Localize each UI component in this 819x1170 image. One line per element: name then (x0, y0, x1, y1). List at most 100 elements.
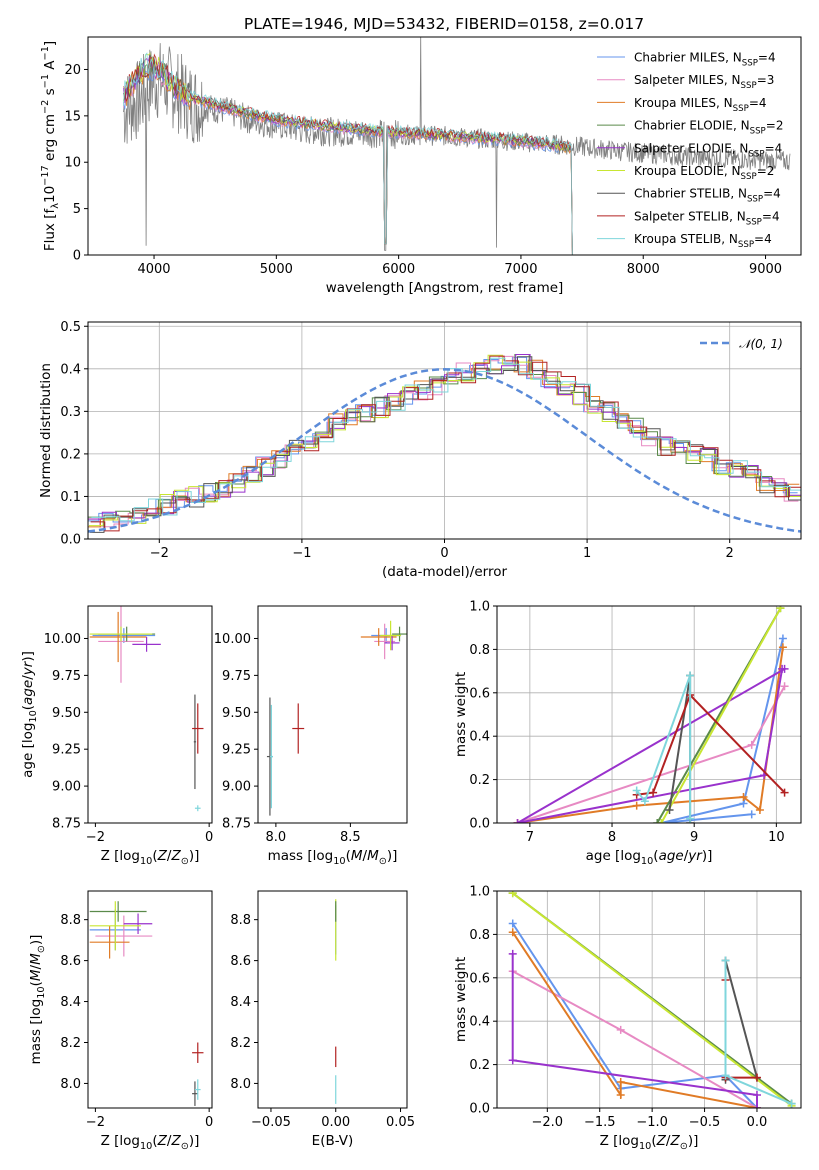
x-tick-label: 0 (205, 830, 213, 845)
y-tick-label: 9.00 (52, 780, 81, 795)
x-tick-label: 8.5 (340, 830, 361, 845)
weight-marker (632, 786, 641, 795)
weight-marker (747, 740, 756, 749)
y-tick-label: 0.2 (469, 773, 490, 788)
y-tick-label: 0.0 (60, 533, 81, 548)
legend-label: Kroupa ELODIE, NSSP=2 (634, 164, 774, 182)
x-tick-label: 5000 (260, 262, 293, 277)
weight-marker (508, 919, 517, 928)
x-tick-label: −2 (86, 1115, 105, 1130)
y-tick-label: 8.6 (60, 954, 81, 969)
weight-marker (776, 606, 785, 613)
model-spectrum-line (123, 54, 573, 255)
y-tick-label: 10.00 (44, 632, 81, 647)
weight-marker (616, 1025, 625, 1034)
x-axis-label: mass [log10(M/M⊙)] (268, 848, 398, 867)
x-tick-label: −0.05 (251, 1115, 291, 1130)
chart-age_vs_mass: 8.0 8.5 8.75 9.00 9.25 9.50 9.75 10.00 mass [log… (214, 605, 408, 867)
weight-marker (665, 805, 674, 814)
weight-marker (640, 797, 649, 806)
weight-marker (513, 819, 522, 823)
x-axis-label: age [log10(age/yr)] (586, 848, 713, 867)
weight-line (511, 953, 758, 1108)
axes-frame (87, 890, 213, 1109)
y-tick-label: 8.4 (60, 995, 81, 1010)
y-tick-label: 8.75 (222, 817, 251, 832)
x-tick-label: −1 (292, 546, 311, 561)
y-tick-label: 1.0 (469, 600, 490, 615)
weight-marker (508, 949, 517, 958)
chart-age_vs_Z: −2 0 8.75 9.00 9.25 9.50 9.75 10.00 Z [log10(Z/Z… (20, 605, 213, 867)
chart-weight_vs_Z: −2.0 −1.5 −1.0 −0.5 0.0 0.0 0.2 0.4 0.6 0.8 1.0 Z [… (453, 885, 802, 1152)
weight-marker (657, 819, 666, 823)
weight-marker (755, 805, 764, 814)
weight-line (512, 892, 793, 1107)
x-axis-label: Z [log10(Z/Z⊙)] (101, 1133, 200, 1152)
weight-line (511, 931, 758, 1108)
plot-area (497, 606, 801, 823)
plot-area (497, 891, 801, 1108)
legend: Chabrier MILES, NSSP=4 Salpeter MILES, NS… (597, 51, 783, 250)
y-tick-label: 8.4 (230, 995, 251, 1010)
legend-label: Salpeter ELODIE, NSSP=4 (634, 141, 782, 159)
legend-label: Kroupa STELIB, NSSP=4 (634, 232, 772, 250)
model-spectrum-line (123, 52, 573, 255)
x-tick-label: −0.5 (689, 1115, 721, 1130)
histogram-step (89, 356, 801, 533)
plot-area (88, 322, 801, 539)
weight-marker (653, 819, 662, 823)
y-axis-label: mass [log10(M/M⊙)] (28, 935, 47, 1065)
y-tick-label: 9.75 (52, 669, 81, 684)
x-tick-label: 0 (440, 546, 448, 561)
x-tick-label: 7000 (504, 262, 537, 277)
x-axis-label: wavelength [Angstrom, rest frame] (326, 280, 564, 296)
y-tick-label: 8.75 (52, 817, 81, 832)
axes-frame (87, 605, 213, 824)
weight-marker (752, 1090, 761, 1099)
weight-marker (508, 891, 517, 898)
y-tick-label: 0.8 (469, 643, 490, 658)
weight-marker (721, 1071, 730, 1080)
y-tick-label: 9.75 (222, 669, 251, 684)
axes-frame (87, 321, 802, 540)
x-tick-label: 0 (205, 1115, 213, 1130)
y-axis-label: Flux [fλ10−17 erg cm−2 s−1 A−1] (40, 41, 61, 251)
x-tick-label: 2 (726, 546, 734, 561)
y-tick-label: 0.4 (469, 730, 490, 745)
weight-marker (780, 788, 789, 797)
weight-marker (747, 810, 756, 819)
x-axis-label: Z [log10(Z/Z⊙)] (101, 848, 200, 867)
weight-marker (508, 1056, 517, 1065)
y-tick-label: 9.50 (222, 706, 251, 721)
legend-label: 𝒩(0, 1) (739, 337, 783, 351)
y-tick-label: 1.0 (469, 885, 490, 900)
y-tick-label: 0.1 (60, 490, 81, 505)
y-tick-label: 0.5 (60, 320, 81, 335)
y-tick-label: 0 (73, 249, 81, 264)
x-tick-label: −2 (150, 546, 169, 561)
legend-label: Chabrier ELODIE, NSSP=2 (634, 119, 783, 137)
weight-marker (778, 634, 787, 643)
weight-marker (780, 682, 789, 691)
y-tick-label: 8.6 (230, 954, 251, 969)
chart-spectrum: 4000 5000 6000 7000 8000 9000 0 5 10 15 20 waveleng… (40, 36, 802, 296)
y-axis-label: age [log10(age/yr)] (20, 651, 39, 778)
x-tick-label: 0.00 (321, 1115, 350, 1130)
y-tick-label: 0.4 (469, 1015, 490, 1030)
x-tick-label: 8000 (627, 262, 660, 277)
chart-title: PLATE=1946, MJD=53432, FIBERID=0158, z=0… (244, 15, 644, 33)
x-axis-label: (data-model)/error (382, 564, 508, 580)
weight-marker (780, 664, 789, 673)
weight-marker (508, 928, 517, 937)
histogram-step (88, 356, 798, 523)
chart-mass_vs_ebv: −0.05 0.00 0.05 8.0 8.2 8.4 8.6 8.8 E(B-V) (230, 890, 415, 1149)
weight-marker (721, 956, 730, 965)
weight-marker (739, 792, 748, 801)
x-tick-label: 10 (768, 830, 785, 845)
axes-frame (257, 605, 408, 824)
x-tick-label: 4000 (137, 262, 170, 277)
y-tick-label: 9.25 (222, 743, 251, 758)
y-tick-label: 5 (73, 202, 81, 217)
x-tick-label: −1.0 (636, 1115, 668, 1130)
x-tick-label: 9 (690, 830, 698, 845)
